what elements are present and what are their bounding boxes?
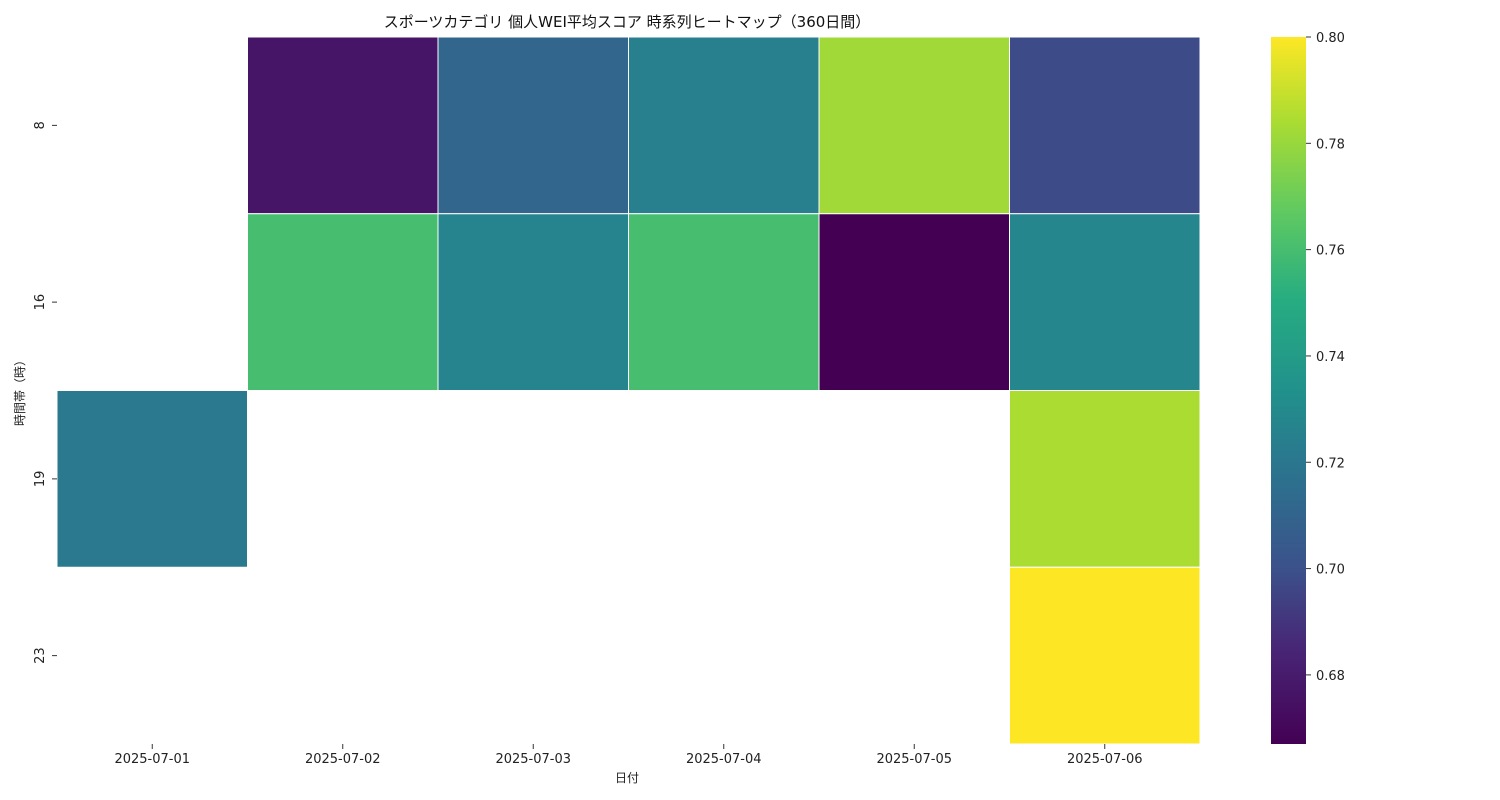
y-tick-label: 8 xyxy=(33,121,48,129)
y-axis-ticks: 8 16 19 23 xyxy=(33,121,57,664)
y-tick-label: 16 xyxy=(33,294,48,311)
x-tick-label: 2025-07-04 xyxy=(686,752,762,767)
x-tick-label: 2025-07-06 xyxy=(1067,752,1143,767)
x-axis-ticks: 2025-07-01 2025-07-02 2025-07-03 2025-07-04… xyxy=(114,744,1143,767)
heatmap-cell xyxy=(1009,390,1201,568)
colorbar-tick-label: 0.76 xyxy=(1316,244,1345,259)
heatmap-cell xyxy=(56,390,248,568)
y-tick-label: 19 xyxy=(33,471,48,488)
heatmap-cell xyxy=(818,213,1010,391)
chart-title: スポーツカテゴリ 個人WEI平均スコア 時系列ヒートマップ（360日間） xyxy=(384,13,871,31)
heatmap-cell xyxy=(628,36,820,215)
heatmap-cells xyxy=(56,36,1201,745)
y-axis-label: 時間帯（時） xyxy=(13,354,27,426)
heatmap-cell xyxy=(1009,36,1201,215)
x-axis-label: 日付 xyxy=(615,771,639,785)
heatmap-cell xyxy=(628,213,820,391)
x-tick-label: 2025-07-03 xyxy=(495,752,571,767)
heatmap-cell xyxy=(437,213,629,391)
colorbar-tick-label: 0.72 xyxy=(1316,456,1345,471)
y-tick-label: 23 xyxy=(33,647,48,664)
x-tick-label: 2025-07-02 xyxy=(305,752,381,767)
colorbar-tick-label: 0.70 xyxy=(1316,563,1345,578)
colorbar-ticks: 0.68 0.70 0.72 0.74 0.76 0.78 0.80 xyxy=(1306,31,1345,684)
colorbar-tick-label: 0.74 xyxy=(1316,350,1345,365)
heatmap-cell xyxy=(818,36,1010,215)
x-tick-label: 2025-07-01 xyxy=(114,752,190,767)
colorbar-tick-label: 0.68 xyxy=(1316,669,1345,684)
colorbar-tick-label: 0.80 xyxy=(1316,31,1345,46)
x-tick-label: 2025-07-05 xyxy=(876,752,952,767)
heatmap-cell xyxy=(1009,213,1201,391)
heatmap-cell xyxy=(247,213,439,391)
colorbar-tick-label: 0.78 xyxy=(1316,137,1345,152)
heatmap-cell xyxy=(437,36,629,215)
heatmap-cell xyxy=(1009,566,1201,745)
colorbar xyxy=(1271,37,1306,744)
heatmap-cell xyxy=(247,36,439,215)
